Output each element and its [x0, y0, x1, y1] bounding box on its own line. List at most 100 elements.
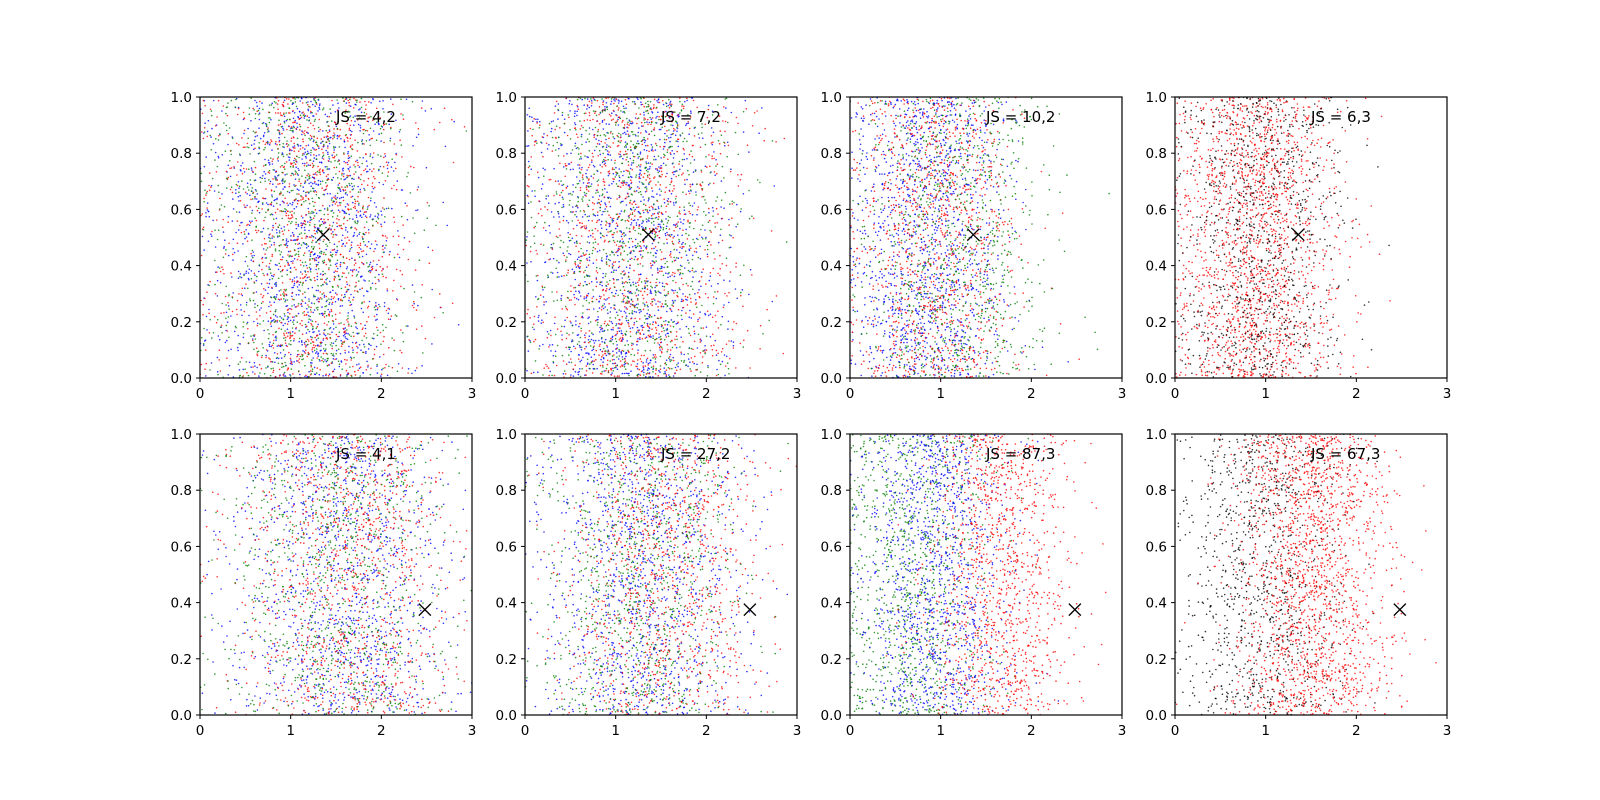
- scatter-point: [280, 251, 283, 253]
- scatter-point: [361, 339, 363, 342]
- scatter-point: [336, 225, 339, 228]
- scatter-point: [292, 125, 295, 128]
- scatter-point: [254, 166, 257, 169]
- scatter-point: [562, 215, 565, 218]
- scatter-point: [333, 249, 335, 251]
- scatter-point: [709, 272, 712, 274]
- scatter-point: [293, 126, 295, 129]
- scatter-point: [665, 225, 668, 228]
- scatter-point: [407, 372, 409, 374]
- scatter-point: [581, 255, 583, 257]
- scatter-point: [615, 289, 618, 292]
- scatter-point: [369, 271, 372, 274]
- scatter-point: [263, 373, 266, 375]
- scatter-point: [604, 203, 607, 206]
- scatter-point: [334, 358, 336, 361]
- scatter-point: [226, 330, 229, 332]
- scatter-point: [302, 114, 305, 116]
- scatter-point: [348, 334, 351, 336]
- scatter-point: [354, 205, 356, 208]
- scatter-point: [647, 162, 650, 164]
- scatter-point: [293, 266, 296, 269]
- scatter-point: [592, 155, 594, 158]
- scatter-point: [309, 221, 311, 224]
- scatter-point: [341, 368, 344, 371]
- scatter-point: [306, 131, 308, 134]
- scatter-point: [239, 169, 242, 171]
- scatter-point: [383, 302, 386, 304]
- scatter-point: [348, 174, 350, 177]
- scatter-point: [323, 143, 325, 146]
- scatter-point: [305, 235, 308, 237]
- scatter-point: [327, 213, 329, 216]
- scatter-point: [367, 229, 370, 231]
- scatter-point: [218, 191, 220, 193]
- scatter-point: [336, 259, 339, 262]
- scatter-point: [352, 365, 354, 368]
- scatter-point: [340, 138, 342, 140]
- scatter-point: [586, 363, 589, 366]
- scatter-point: [310, 302, 313, 304]
- scatter-point: [661, 270, 663, 273]
- scatter-point: [251, 338, 254, 340]
- scatter-point: [242, 118, 245, 121]
- scatter-point: [239, 276, 241, 278]
- scatter-point: [561, 184, 563, 187]
- scatter-point: [602, 307, 605, 310]
- scatter-point: [252, 192, 254, 195]
- scatter-point: [313, 154, 315, 156]
- scatter-point: [302, 312, 304, 314]
- scatter-point: [595, 138, 597, 140]
- scatter-point: [276, 321, 279, 323]
- scatter-point: [206, 135, 208, 138]
- scatter-point: [219, 133, 221, 136]
- scatter-point: [290, 189, 293, 192]
- scatter-point: [329, 327, 332, 329]
- scatter-point: [349, 124, 352, 127]
- scatter-point: [333, 243, 336, 245]
- scatter-point: [307, 207, 310, 210]
- scatter-point: [345, 212, 348, 215]
- scatter-point: [339, 128, 342, 131]
- scatter-point: [725, 107, 727, 109]
- scatter-point: [741, 289, 744, 291]
- scatter-point: [602, 180, 605, 183]
- scatter-point: [209, 280, 211, 283]
- scatter-point: [287, 217, 290, 219]
- scatter-point: [271, 237, 273, 239]
- scatter-point: [308, 371, 310, 373]
- scatter-point: [575, 266, 578, 268]
- scatter-point: [297, 360, 299, 362]
- scatter-point: [345, 226, 347, 229]
- scatter-point: [350, 196, 352, 198]
- scatter-point: [639, 254, 642, 256]
- scatter-point: [388, 365, 390, 368]
- scatter-point: [298, 193, 300, 195]
- scatter-point: [202, 303, 204, 306]
- scatter-point: [614, 227, 617, 230]
- scatter-point: [308, 175, 311, 178]
- scatter-point: [673, 223, 675, 226]
- scatter-point: [627, 97, 630, 100]
- scatter-point: [525, 244, 527, 247]
- scatter-point: [205, 156, 207, 158]
- scatter-point: [717, 310, 719, 313]
- scatter-point: [281, 171, 283, 174]
- scatter-point: [342, 196, 345, 199]
- scatter-point: [286, 190, 289, 193]
- scatter-point: [344, 206, 347, 208]
- scatter-point: [620, 231, 623, 233]
- scatter-point: [714, 314, 717, 317]
- scatter-point: [264, 289, 267, 291]
- scatter-point: [715, 159, 717, 161]
- scatter-point: [284, 339, 287, 342]
- scatter-point: [241, 294, 244, 297]
- scatter-point: [367, 101, 370, 103]
- scatter-point: [638, 250, 641, 253]
- scatter-point: [284, 162, 286, 165]
- scatter-point: [541, 319, 543, 322]
- scatter-point: [379, 117, 382, 119]
- scatter-point: [381, 214, 383, 216]
- scatter-point: [705, 326, 708, 328]
- scatter-point: [247, 328, 249, 330]
